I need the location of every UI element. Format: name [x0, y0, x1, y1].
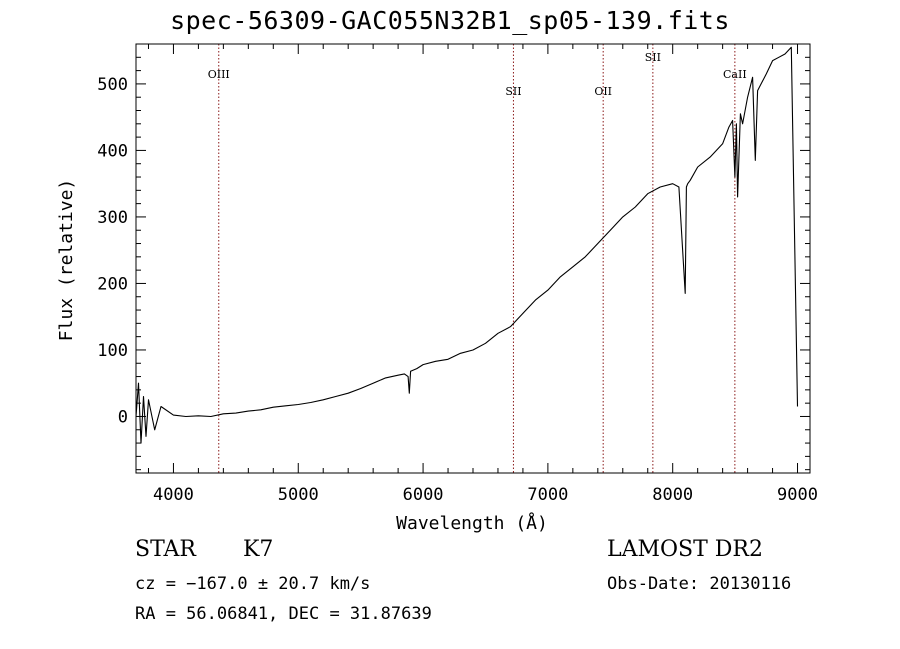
line-marker-label: OIII — [208, 68, 230, 81]
line-marker-label: OII — [594, 85, 612, 98]
y-tick-label: 100 — [97, 341, 128, 361]
plot-frame — [135, 43, 811, 474]
spectrum-line — [135, 46, 799, 444]
x-tick-label: 4000 — [153, 485, 194, 505]
chart-title: spec-56309-GAC055N32B1_sp05-139.fits — [170, 6, 730, 35]
x-tick-label: 9000 — [777, 485, 818, 505]
x-axis-label: Wavelength (Å) — [396, 512, 548, 534]
subclass: K7 — [243, 537, 274, 562]
spectrum-series — [135, 46, 799, 444]
y-tick-label: 300 — [97, 208, 128, 228]
line-marker-label: SII — [505, 85, 521, 98]
coordinates-readout: RA = 56.06841, DEC = 31.87639 — [135, 604, 432, 624]
y-tick-label: 0 — [118, 407, 128, 427]
line-marker-label: CaII — [723, 68, 747, 81]
observation-date: Obs-Date: 20130116 — [607, 574, 792, 594]
line-marker-label: SII — [645, 51, 661, 64]
x-tick-label: 6000 — [403, 485, 444, 505]
x-tick-label: 7000 — [527, 485, 568, 505]
x-axis: 4000 5000 6000 7000 8000 9000 — [147, 44, 818, 505]
y-axis: 0 100 200 300 400 500 — [97, 56, 810, 471]
line-markers: OIII SII OII SII CaII — [208, 44, 747, 473]
x-tick-label: 8000 — [652, 485, 693, 505]
survey-name: LAMOST DR2 — [607, 537, 763, 562]
y-tick-label: 200 — [97, 274, 128, 294]
x-tick-label: 5000 — [278, 485, 319, 505]
velocity-readout: cz = −167.0 ± 20.7 km/s — [135, 574, 371, 594]
y-tick-label: 500 — [97, 75, 128, 95]
object-class: STAR — [135, 537, 196, 562]
y-axis-label: Flux (relative) — [56, 179, 77, 342]
y-tick-label: 400 — [97, 141, 128, 161]
